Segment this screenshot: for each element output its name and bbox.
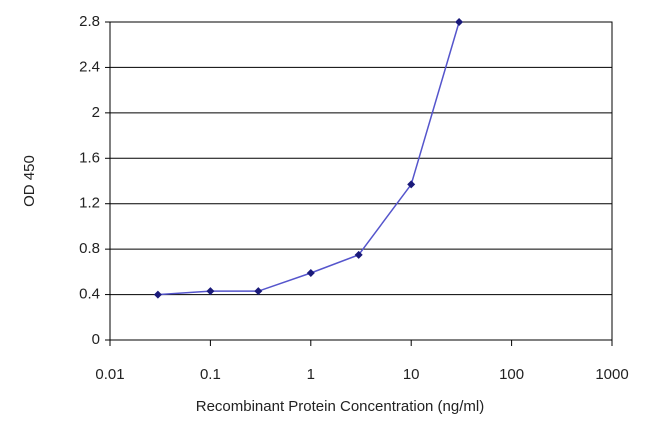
plot-frame xyxy=(109,21,613,341)
y-tick-label: 0 xyxy=(92,331,100,348)
y-tick-label: 1.6 xyxy=(79,149,100,166)
y-tick-label: 2.8 xyxy=(79,13,100,30)
data-point xyxy=(455,18,464,26)
x-axis-label: Recombinant Protein Concentration (ng/ml… xyxy=(196,398,484,415)
data-point xyxy=(153,290,162,299)
x-tick-label: 10 xyxy=(403,366,420,383)
data-point xyxy=(407,180,416,189)
y-axis-label: OD 450 xyxy=(21,155,38,207)
data-point xyxy=(306,268,315,277)
y-tick-label: 0.4 xyxy=(79,286,100,303)
x-tick-label: 1000 xyxy=(595,366,628,383)
x-tick-label: 0.01 xyxy=(95,366,124,383)
y-tick-label: 2 xyxy=(92,104,100,121)
y-tick-label: 0.8 xyxy=(79,240,100,257)
y-tick-label: 2.4 xyxy=(79,58,100,75)
x-tick-label: 1 xyxy=(307,366,315,383)
data-point xyxy=(354,250,363,259)
y-tick-label: 1.2 xyxy=(79,195,100,212)
x-tick-label: 0.1 xyxy=(200,366,221,383)
data-point xyxy=(254,287,263,296)
data-point xyxy=(206,287,215,296)
x-tick-label: 100 xyxy=(499,366,524,383)
